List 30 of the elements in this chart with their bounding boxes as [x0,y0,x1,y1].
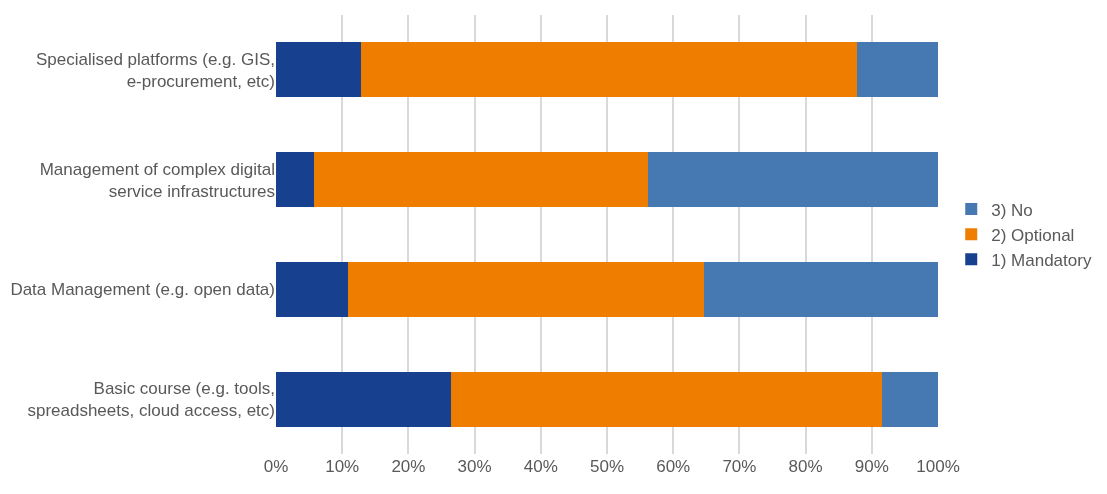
y-tick-label: Specialised platforms (e.g. GIS, e-procurement, etc) [35,49,275,91]
bar [703,261,938,317]
y-tick-label: Basic course (e.g. tools, spreadsheets, cloud access, etc) [27,379,275,421]
y-tick-label: Data Management (e.g. open data) [10,280,275,300]
x-tick-label: 50% [589,457,625,476]
legend-label: 3) No [991,200,1033,220]
x-tick-label: 10% [325,457,360,476]
x-tick-label: 20% [391,457,426,476]
bar [276,152,314,208]
x-tick-label: 80% [788,457,823,476]
bar [648,152,938,208]
legend-label: 2) Optional [991,225,1075,245]
x-tick-label: 60% [656,457,691,476]
x-tick-label: 40% [523,457,558,476]
x-tick-label: 30% [457,457,492,476]
bar [360,42,858,98]
x-tick-label: 70% [722,457,757,476]
y-tick-label: Management of complex digital service infrastructures [39,159,275,201]
bar [450,371,883,427]
bar [276,371,451,427]
bar [857,42,938,98]
bar [276,261,348,317]
legend-label: 1) Mandatory [991,250,1092,270]
bar [347,261,704,317]
bar [276,42,361,98]
x-tick-label: 0% [263,457,289,476]
x-tick-label: 100% [916,457,960,476]
x-tick-label: 90% [854,457,889,476]
bar [313,152,649,208]
bar [882,371,938,427]
